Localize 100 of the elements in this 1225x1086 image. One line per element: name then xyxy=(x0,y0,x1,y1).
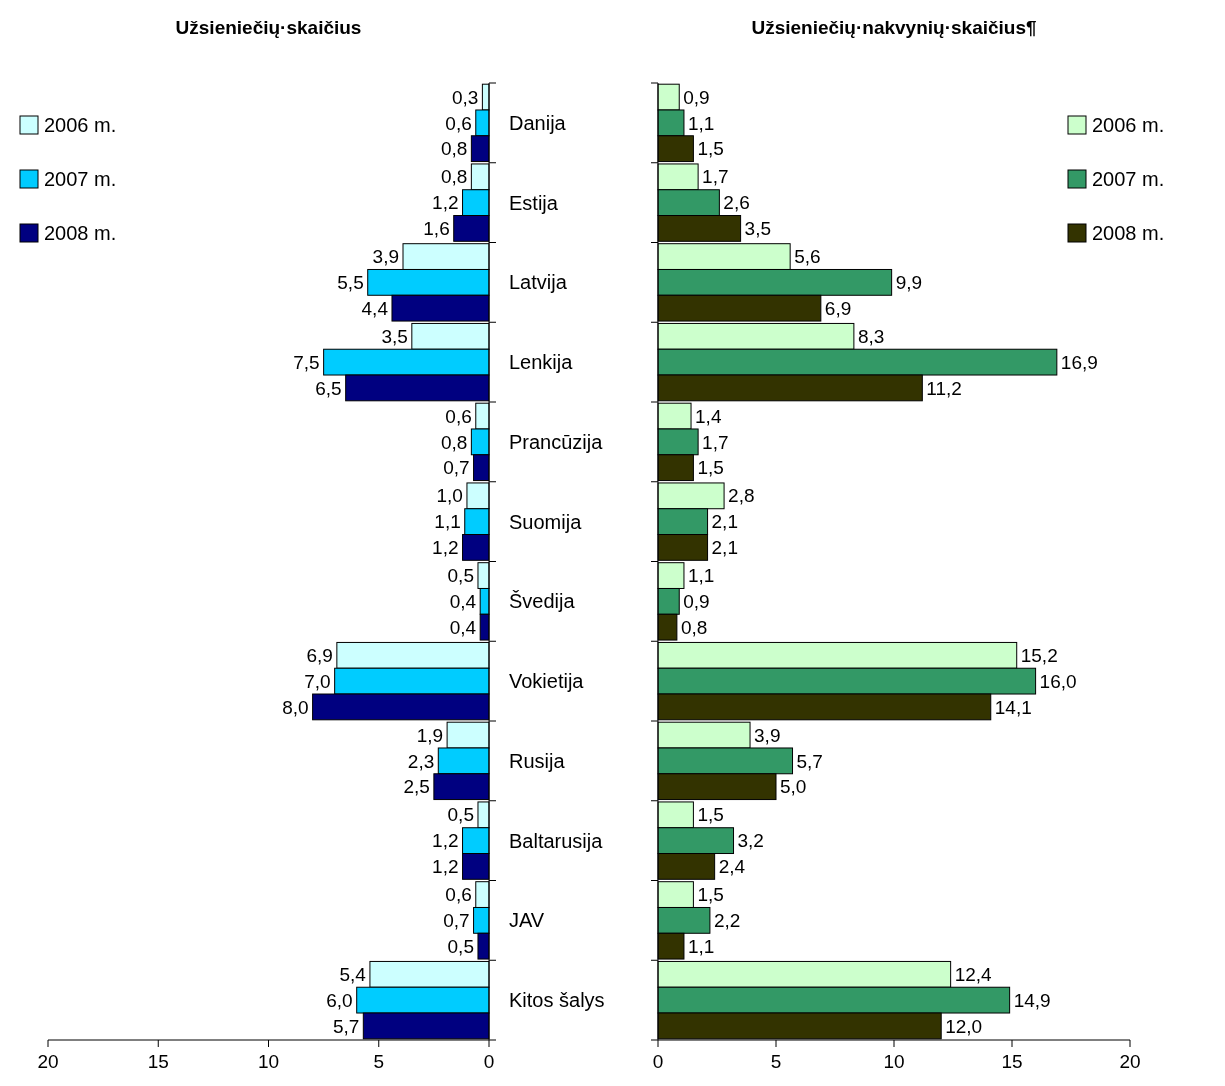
data-label: 1,5 xyxy=(697,138,724,160)
data-label: 0,8 xyxy=(440,166,468,188)
legend-label: 2008 m. xyxy=(44,222,117,244)
y-tick-label: Latvija xyxy=(509,271,568,294)
data-label: 2,1 xyxy=(711,511,738,533)
y-tick-label: Kitos šalys xyxy=(509,989,605,1012)
data-label: 7,5 xyxy=(293,351,320,373)
data-label: 1,2 xyxy=(432,537,459,559)
legend-label: 2006 m. xyxy=(1092,114,1165,136)
data-label: 3,9 xyxy=(372,246,400,268)
x-tick-label: 5 xyxy=(373,1051,385,1072)
data-label: 12,0 xyxy=(945,1015,983,1037)
data-label: 3,5 xyxy=(744,218,772,240)
data-label: 1,2 xyxy=(432,192,459,214)
data-label: 6,9 xyxy=(824,297,852,319)
data-label: 1,2 xyxy=(432,856,459,878)
data-label: 5,0 xyxy=(780,776,807,798)
data-label: 0,9 xyxy=(683,591,710,613)
data-label: 2,4 xyxy=(718,856,746,878)
y-tick-label: Vokietija xyxy=(509,670,585,693)
data-label: 7,0 xyxy=(304,670,331,692)
data-label: 0,3 xyxy=(451,86,479,108)
data-label: 2,2 xyxy=(713,910,741,932)
data-label: 0,6 xyxy=(445,112,472,134)
data-label: 1,5 xyxy=(697,457,724,479)
data-label: 2,1 xyxy=(711,537,738,559)
data-label: 2,8 xyxy=(728,485,755,507)
y-tick-label: JAV xyxy=(509,909,545,932)
y-tick-label: Lenkija xyxy=(509,351,574,374)
data-label: 0,5 xyxy=(447,565,474,587)
data-label: 1,1 xyxy=(687,112,715,134)
data-label: 0,4 xyxy=(449,591,477,613)
data-label: 0,6 xyxy=(445,884,472,906)
y-tick-label: Švedija xyxy=(509,590,576,613)
x-tick-label: 5 xyxy=(770,1051,782,1072)
data-label: 5,4 xyxy=(339,963,367,985)
data-label: 2,5 xyxy=(403,776,430,798)
data-label: 3,5 xyxy=(381,325,408,347)
data-label: 6,0 xyxy=(326,989,353,1011)
data-label: 0,9 xyxy=(683,86,710,108)
y-tick-label: Prancūzija xyxy=(509,430,604,453)
x-tick-label: 0 xyxy=(483,1051,495,1072)
data-label: 5,7 xyxy=(332,1015,360,1037)
data-label: 1,4 xyxy=(695,405,722,427)
data-label: 8,3 xyxy=(857,325,885,347)
data-label: 2,6 xyxy=(723,192,750,214)
legend-label: 2006 m. xyxy=(44,114,117,136)
data-label: 15,2 xyxy=(1020,644,1058,666)
data-label: 0,7 xyxy=(443,910,470,932)
data-label: 3,9 xyxy=(754,724,781,746)
data-label: 3,2 xyxy=(737,830,764,852)
legend-label: 2007 m. xyxy=(44,168,117,190)
chart-title: Užsieniečių·nakvynių·skaičius¶ xyxy=(751,17,1037,38)
data-label: 8,0 xyxy=(282,696,309,718)
legend-label: 2008 m. xyxy=(1092,222,1165,244)
data-label: 0,8 xyxy=(440,138,468,160)
data-label: 14,9 xyxy=(1013,989,1051,1011)
data-label: 5,5 xyxy=(337,272,364,294)
data-label: 4,4 xyxy=(361,297,389,319)
x-tick-label: 15 xyxy=(1001,1051,1023,1072)
data-label: 1,1 xyxy=(687,565,715,587)
data-label: 1,7 xyxy=(702,166,729,188)
y-tick-label: Danija xyxy=(509,111,567,134)
data-label: 1,1 xyxy=(687,935,715,957)
data-label: 0,5 xyxy=(447,935,474,957)
data-label: 16,0 xyxy=(1039,670,1077,692)
data-label: 0,5 xyxy=(447,804,474,826)
data-label: 5,6 xyxy=(794,246,821,268)
data-label: 0,4 xyxy=(449,616,477,638)
data-label: 0,8 xyxy=(680,616,708,638)
data-label: 6,9 xyxy=(306,644,333,666)
data-label: 9,9 xyxy=(895,272,923,294)
x-tick-label: 10 xyxy=(883,1051,905,1072)
data-label: 6,5 xyxy=(315,377,342,399)
data-label: 2,3 xyxy=(407,750,435,772)
chart-title: Užsieniečių·skaičius xyxy=(175,17,362,38)
y-tick-label: Rusija xyxy=(509,749,566,772)
data-label: 0,7 xyxy=(443,457,470,479)
x-tick-label: 20 xyxy=(37,1051,59,1072)
x-tick-label: 10 xyxy=(257,1051,280,1072)
data-label: 5,7 xyxy=(796,750,823,772)
data-label: 16,9 xyxy=(1060,351,1098,373)
y-tick-label: Suomija xyxy=(509,510,583,533)
data-label: 1,1 xyxy=(434,511,461,533)
data-label: 1,5 xyxy=(697,884,724,906)
data-label: 11,2 xyxy=(926,377,962,399)
data-label: 1,5 xyxy=(697,804,724,826)
data-label: 0,8 xyxy=(440,431,468,453)
data-label: 1,6 xyxy=(423,218,450,240)
y-tick-label: Baltarusija xyxy=(509,829,604,852)
data-label: 1,9 xyxy=(416,724,444,746)
data-label: 0,6 xyxy=(445,405,472,427)
data-label: 1,7 xyxy=(702,431,729,453)
data-label: 12,4 xyxy=(954,963,993,985)
data-label: 14,1 xyxy=(994,696,1032,718)
y-tick-label: Estija xyxy=(509,191,559,214)
data-label: 1,0 xyxy=(436,485,463,507)
data-label: 1,2 xyxy=(432,830,459,852)
legend-label: 2007 m. xyxy=(1092,168,1165,190)
x-tick-label: 15 xyxy=(147,1051,169,1072)
